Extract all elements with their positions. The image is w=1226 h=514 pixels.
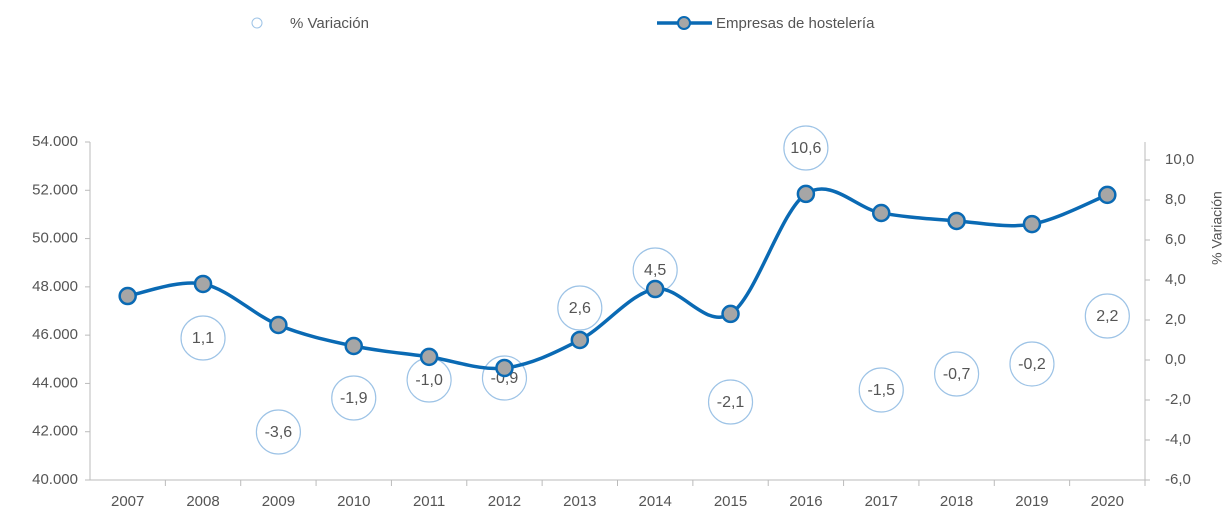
bubble bbox=[255, 409, 301, 455]
bubble bbox=[934, 351, 980, 397]
bubble bbox=[858, 367, 904, 413]
data-label: -1,5 bbox=[867, 382, 895, 399]
data-label: -3,6 bbox=[265, 424, 293, 441]
marker bbox=[796, 184, 816, 204]
y-tick-label: 54.000 bbox=[32, 133, 78, 150]
y-tick-label: 48.000 bbox=[32, 278, 78, 295]
marker bbox=[118, 286, 137, 306]
y-tick-label: 40.000 bbox=[32, 471, 78, 488]
data-label: 4,5 bbox=[644, 262, 666, 279]
marker bbox=[645, 279, 665, 299]
x-tick-label: 2019 bbox=[1015, 493, 1048, 510]
line bbox=[127, 187, 1108, 371]
data-label: -1,0 bbox=[415, 372, 443, 389]
y2-tick-label: -4,0 bbox=[1165, 431, 1191, 448]
x-tick-label: 2015 bbox=[714, 493, 747, 510]
marker bbox=[872, 203, 891, 223]
marker bbox=[419, 347, 439, 367]
x-tick-label: 2013 bbox=[563, 493, 596, 510]
x-tick-label: 2007 bbox=[111, 493, 144, 510]
y-tick-label: 52.000 bbox=[32, 181, 78, 198]
y2-tick-label: 10,0 bbox=[1165, 151, 1194, 168]
bubble bbox=[783, 125, 829, 171]
x-tick-label: 2020 bbox=[1091, 493, 1124, 510]
x-tick-label: 2012 bbox=[488, 493, 521, 510]
legend-label: % Variación bbox=[290, 15, 369, 32]
y-tick-label: 44.000 bbox=[32, 374, 78, 391]
x-tick-label: 2014 bbox=[638, 493, 671, 510]
marker bbox=[344, 336, 363, 356]
y2-tick-label: 6,0 bbox=[1165, 231, 1186, 248]
data-label: -0,7 bbox=[943, 366, 971, 383]
legend-label: Empresas de hostelería bbox=[716, 15, 875, 32]
data-label: -0,2 bbox=[1018, 356, 1046, 373]
legend-marker bbox=[251, 17, 263, 29]
marker bbox=[193, 274, 213, 294]
x-tick-label: 2008 bbox=[186, 493, 219, 510]
marker bbox=[570, 330, 590, 350]
marker bbox=[495, 358, 514, 378]
bubble bbox=[707, 379, 754, 425]
marker bbox=[269, 315, 288, 335]
legend-marker bbox=[677, 16, 691, 30]
y2-tick-label: 4,0 bbox=[1165, 271, 1186, 288]
data-label: -0,9 bbox=[491, 370, 519, 387]
y2-tick-label: 8,0 bbox=[1165, 191, 1186, 208]
y2-tick-label: 2,0 bbox=[1165, 311, 1186, 328]
data-label: 2,6 bbox=[569, 300, 591, 317]
marker bbox=[721, 304, 740, 324]
bubble bbox=[331, 375, 377, 421]
y2-tick-label: 0,0 bbox=[1165, 351, 1186, 368]
y2-tick-label: -6,0 bbox=[1165, 471, 1191, 488]
data-label: 2,2 bbox=[1096, 308, 1118, 325]
y-tick-label: 42.000 bbox=[32, 423, 78, 440]
y-tick-label: 46.000 bbox=[32, 326, 78, 343]
bubble bbox=[557, 285, 603, 331]
x-tick-label: 2011 bbox=[413, 493, 445, 510]
x-tick-label: 2016 bbox=[789, 493, 822, 510]
x-tick-label: 2010 bbox=[337, 493, 370, 510]
marker bbox=[1098, 185, 1117, 205]
data-label: -2,1 bbox=[717, 394, 745, 411]
y-tick-label: 50.000 bbox=[32, 230, 78, 247]
bubble bbox=[180, 315, 226, 361]
data-label: 1,1 bbox=[192, 330, 214, 347]
marker bbox=[1022, 214, 1042, 234]
y2-tick-label: -2,0 bbox=[1165, 391, 1191, 408]
x-tick-label: 2009 bbox=[262, 493, 295, 510]
x-tick-label: 2018 bbox=[940, 493, 973, 510]
data-label: 10,6 bbox=[790, 140, 821, 157]
y2-axis-label: % Variación bbox=[1209, 191, 1225, 265]
data-label: -1,9 bbox=[340, 390, 368, 407]
x-tick-label: 2017 bbox=[865, 493, 898, 510]
bubble bbox=[1009, 341, 1055, 387]
marker bbox=[947, 211, 966, 231]
bubble bbox=[1084, 293, 1130, 339]
